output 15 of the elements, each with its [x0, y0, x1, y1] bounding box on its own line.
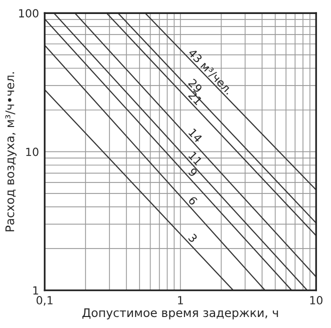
text: 11: [188, 151, 202, 166]
text: 14: [188, 128, 203, 143]
x-tick-label: 0,1: [36, 296, 52, 306]
y-tick-label: 10: [26, 148, 38, 156]
x-axis-title: Допустимое время задержки, ч: [82, 308, 278, 320]
text: 29: [188, 78, 203, 94]
text: 6: [188, 196, 198, 206]
text: 21: [188, 90, 202, 106]
text: 3: [188, 233, 198, 243]
x-tick-label: 10: [310, 296, 322, 304]
y-tick-label: 1: [33, 286, 38, 294]
y-axis-title: Расход воздуха, м³/ч•чел.: [5, 72, 17, 232]
y-tick-label: 100: [19, 9, 38, 18]
text: 9: [188, 167, 198, 178]
x-tick-label: 1: [178, 296, 183, 304]
